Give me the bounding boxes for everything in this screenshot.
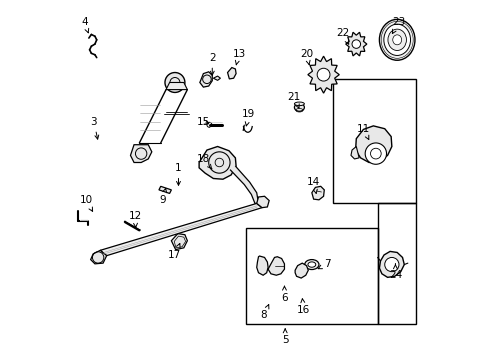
Polygon shape [171, 233, 187, 250]
Text: 5: 5 [281, 329, 288, 345]
Polygon shape [100, 203, 261, 256]
Bar [333, 79, 415, 203]
Text: 9: 9 [159, 188, 166, 205]
Text: 21: 21 [287, 92, 300, 108]
Bar [245, 228, 377, 324]
Text: 7: 7 [318, 259, 331, 269]
Circle shape [384, 257, 398, 272]
Circle shape [351, 40, 360, 48]
Text: 15: 15 [197, 117, 210, 127]
Text: 24: 24 [388, 264, 401, 280]
Ellipse shape [294, 104, 304, 111]
Ellipse shape [304, 260, 318, 270]
Circle shape [364, 143, 386, 164]
Polygon shape [345, 32, 366, 56]
Text: 6: 6 [281, 286, 287, 303]
Polygon shape [229, 166, 258, 203]
Text: 2: 2 [209, 52, 215, 75]
Text: 10: 10 [79, 195, 92, 211]
Text: 8: 8 [260, 305, 268, 321]
Polygon shape [378, 251, 404, 277]
Ellipse shape [378, 19, 414, 60]
Polygon shape [256, 256, 268, 275]
Ellipse shape [307, 262, 315, 267]
Polygon shape [130, 145, 151, 162]
Polygon shape [295, 263, 308, 278]
Polygon shape [227, 67, 236, 79]
Polygon shape [213, 76, 220, 80]
Polygon shape [199, 146, 236, 179]
Text: 23: 23 [392, 17, 405, 34]
Text: 16: 16 [296, 299, 310, 315]
Ellipse shape [294, 102, 304, 106]
Polygon shape [166, 82, 187, 90]
Text: 11: 11 [356, 124, 369, 140]
Text: 3: 3 [91, 117, 99, 139]
Polygon shape [311, 186, 324, 200]
Bar [377, 203, 415, 324]
Text: 4: 4 [81, 17, 89, 33]
Text: 20: 20 [299, 49, 313, 65]
Polygon shape [91, 250, 106, 264]
Text: 14: 14 [306, 177, 319, 193]
Text: 1: 1 [175, 163, 182, 185]
Ellipse shape [392, 35, 401, 45]
Polygon shape [268, 257, 284, 275]
Text: 19: 19 [242, 110, 255, 126]
Polygon shape [199, 72, 212, 87]
Polygon shape [350, 146, 358, 159]
Polygon shape [355, 126, 391, 162]
Text: 17: 17 [168, 243, 181, 260]
Circle shape [165, 72, 184, 92]
Text: 18: 18 [197, 154, 212, 169]
Ellipse shape [383, 24, 409, 55]
Polygon shape [307, 56, 339, 93]
Circle shape [317, 68, 329, 81]
Polygon shape [159, 186, 171, 193]
Ellipse shape [387, 29, 406, 50]
Text: 13: 13 [232, 49, 245, 65]
Polygon shape [256, 196, 269, 208]
Text: 22: 22 [335, 28, 348, 44]
Text: 12: 12 [128, 211, 141, 227]
